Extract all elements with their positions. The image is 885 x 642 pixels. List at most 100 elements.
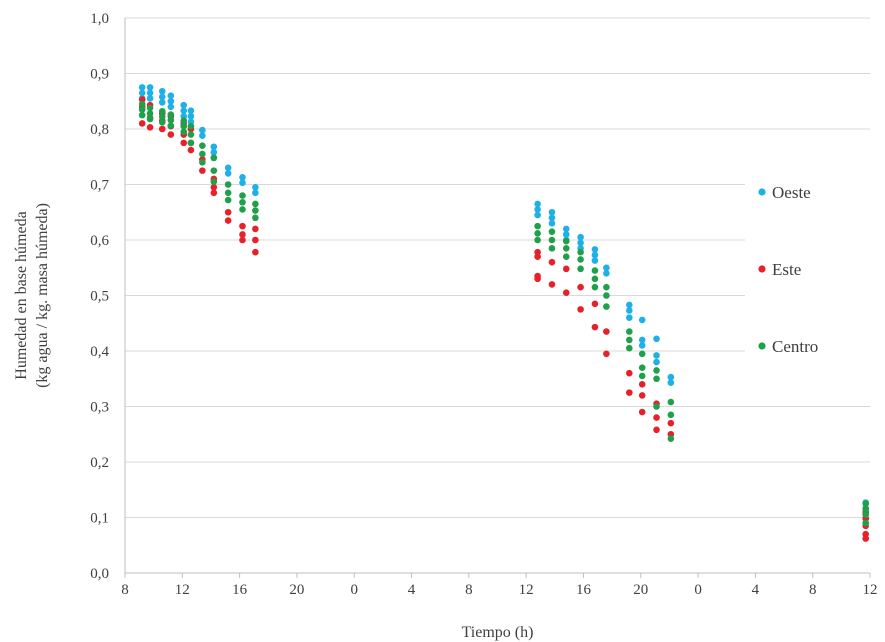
- data-point: [653, 352, 660, 359]
- data-point: [167, 97, 175, 105]
- x-tick-label: 8: [809, 582, 817, 598]
- data-point: [653, 414, 660, 421]
- data-point: [239, 173, 246, 181]
- data-point: [562, 237, 570, 245]
- data-point: [180, 139, 188, 147]
- data-point: [862, 519, 870, 527]
- legend-background: [745, 170, 870, 370]
- data-point: [180, 107, 188, 114]
- data-point: [626, 314, 633, 322]
- data-point: [653, 358, 660, 366]
- data-point: [603, 264, 610, 272]
- data-point: [210, 167, 218, 174]
- data-point: [591, 267, 599, 274]
- x-axis-title: Tiempo (h): [462, 624, 534, 641]
- data-point: [199, 159, 206, 166]
- data-point: [239, 192, 246, 199]
- data-point: [199, 132, 206, 139]
- data-point: [667, 373, 675, 381]
- data-point: [239, 179, 246, 187]
- data-point: [158, 99, 166, 106]
- data-point: [667, 379, 675, 386]
- data-point: [638, 342, 646, 349]
- data-point: [591, 257, 599, 264]
- y-tick-label: 0,9: [90, 67, 109, 83]
- data-point: [562, 225, 570, 233]
- data-point: [548, 236, 556, 244]
- data-point: [638, 381, 646, 388]
- y-tick-label: 0,0: [90, 566, 109, 582]
- data-point: [158, 113, 166, 121]
- data-point: [187, 112, 195, 120]
- data-point: [626, 344, 633, 352]
- data-point: [252, 189, 259, 197]
- data-point: [862, 511, 870, 519]
- data-point: [210, 189, 218, 197]
- data-point: [239, 206, 246, 213]
- x-tick-label: 20: [289, 582, 304, 598]
- data-point: [252, 248, 259, 256]
- data-point: [180, 101, 188, 109]
- data-point: [638, 316, 646, 324]
- y-tick-label: 0,2: [90, 455, 109, 471]
- data-point: [252, 207, 259, 214]
- data-point: [252, 236, 259, 244]
- data-point: [239, 222, 246, 230]
- x-tick-label: 12: [863, 582, 878, 598]
- data-point: [603, 303, 610, 310]
- data-point: [653, 335, 660, 343]
- data-point: [577, 265, 584, 273]
- data-point: [638, 350, 646, 358]
- data-point: [603, 292, 610, 299]
- legend-label: Este: [772, 260, 801, 279]
- data-point: [210, 149, 218, 156]
- data-point: [534, 211, 541, 219]
- data-point: [146, 95, 154, 102]
- gridlines: [125, 17, 870, 518]
- data-point: [224, 189, 232, 197]
- data-point: [138, 111, 146, 119]
- data-point: [158, 119, 166, 126]
- legend: Oeste Este Centro: [745, 170, 870, 370]
- data-point: [603, 328, 610, 335]
- legend-marker: [758, 265, 766, 273]
- data-point: [167, 103, 175, 111]
- data-point: [562, 289, 570, 297]
- data-point: [638, 408, 646, 416]
- data-point: [167, 116, 175, 124]
- data-point: [577, 256, 584, 263]
- data-point: [653, 375, 660, 383]
- series-centro: [138, 100, 870, 527]
- data-point: [158, 93, 166, 101]
- x-tick-label: 0: [694, 582, 702, 598]
- y-axis-title-line: Humedad en base húmeda: [13, 211, 30, 379]
- x-axis-tick-labels: 8 12 16 20 0 4 8 12 16 20 0 4 8 12: [121, 573, 878, 598]
- data-point: [562, 231, 570, 238]
- data-point: [187, 131, 195, 138]
- data-point: [534, 236, 541, 244]
- data-point: [638, 392, 646, 399]
- data-point: [653, 367, 660, 374]
- data-point: [167, 111, 175, 118]
- x-tick-label: 20: [633, 582, 648, 598]
- data-point: [548, 208, 556, 216]
- y-tick-label: 0,5: [90, 289, 109, 305]
- data-point: [180, 122, 188, 130]
- data-point: [562, 245, 570, 252]
- data-point: [534, 200, 541, 208]
- data-point: [626, 328, 633, 335]
- data-point: [138, 106, 146, 113]
- data-point: [626, 336, 633, 344]
- data-point: [239, 231, 246, 238]
- data-point: [534, 206, 541, 213]
- data-point: [591, 323, 599, 331]
- legend-label: Centro: [772, 337, 818, 356]
- data-point: [187, 122, 195, 130]
- data-point: [224, 181, 232, 188]
- data-point: [862, 535, 870, 542]
- data-point: [146, 115, 154, 123]
- data-point: [224, 208, 232, 216]
- data-point: [653, 403, 660, 410]
- data-point: [548, 214, 556, 222]
